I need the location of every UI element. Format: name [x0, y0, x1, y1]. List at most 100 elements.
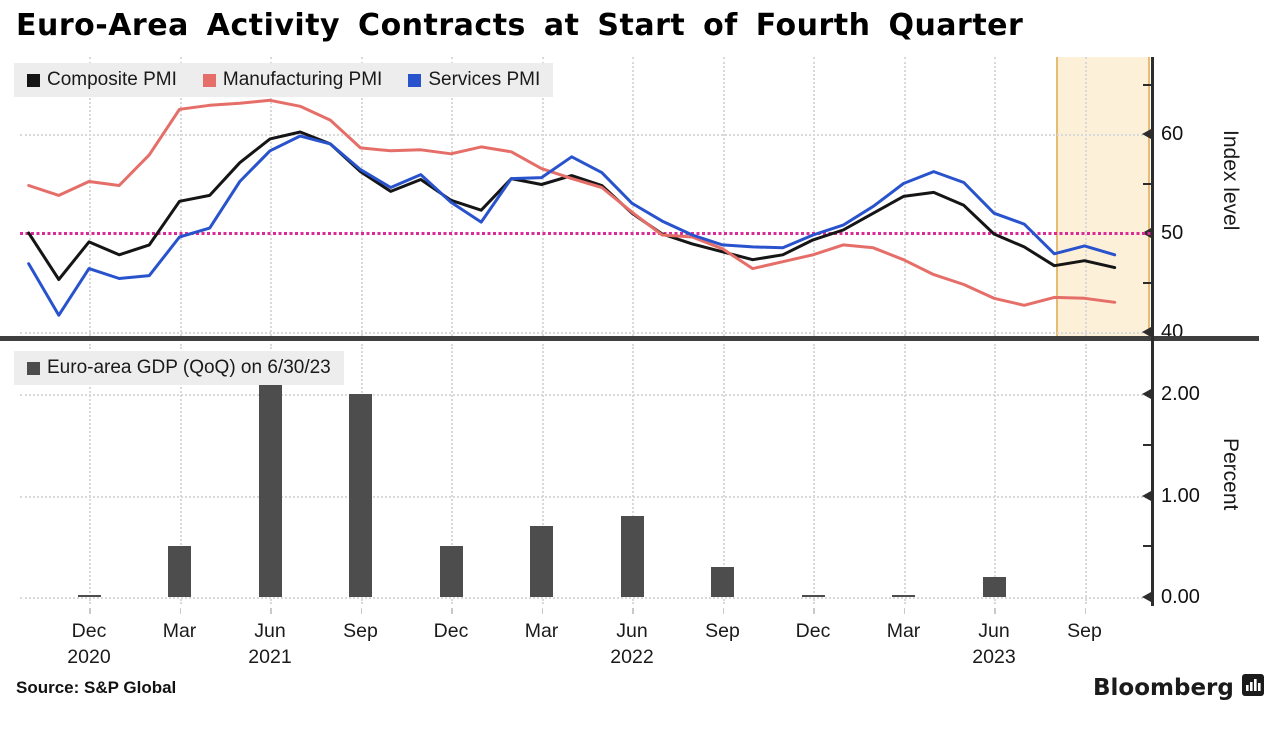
horizontal-gridline — [20, 134, 1151, 136]
panel-separator — [0, 336, 1259, 341]
y-tick-minor — [1143, 182, 1151, 185]
legend-item-composite: Composite PMI — [27, 69, 177, 91]
vertical-gridline — [903, 57, 906, 336]
vertical-gridline — [89, 57, 91, 336]
vertical-gridline — [632, 344, 634, 604]
x-axis-tick — [451, 608, 453, 614]
pmi-reference-line — [20, 232, 1151, 235]
gdp-bar-zero — [801, 594, 825, 597]
horizontal-gridline — [20, 394, 1151, 396]
y-tick-label: 0.00 — [1161, 586, 1200, 608]
gdp-legend: Euro-area GDP (QoQ) on 6/30/23 — [14, 351, 344, 385]
gdp-bar — [258, 383, 282, 597]
horizontal-gridline — [20, 597, 1151, 599]
x-month-label: Jun — [254, 620, 286, 642]
vertical-gridline — [813, 344, 815, 604]
x-axis-tick — [89, 608, 91, 614]
vertical-gridline — [632, 57, 634, 336]
x-month-label: Dec — [71, 620, 107, 642]
x-month-label: Sep — [1067, 620, 1102, 642]
horizontal-gridline — [20, 332, 1151, 334]
x-month-label: Jun — [978, 620, 1010, 642]
bloomberg-logo-icon — [1241, 674, 1264, 701]
gdp-bar — [349, 394, 372, 597]
x-year-label: 2020 — [67, 646, 111, 668]
x-axis-tick — [179, 608, 181, 614]
x-axis-tick — [541, 608, 543, 614]
legend-label: Composite PMI — [47, 69, 177, 90]
legend-item-manufacturing: Manufacturing PMI — [202, 69, 383, 91]
vertical-gridline — [994, 344, 996, 604]
vertical-gridline — [903, 344, 906, 604]
y-tick-minor — [1143, 545, 1151, 548]
y-tick-arrow — [1142, 389, 1151, 399]
x-year-label: 2021 — [248, 646, 292, 668]
bloomberg-brand: Bloomberg — [1093, 674, 1264, 701]
highlight-band — [1056, 57, 1150, 336]
x-axis-tick — [903, 608, 905, 614]
vertical-gridline — [179, 57, 182, 336]
vertical-gridline — [813, 57, 815, 336]
vertical-gridline — [360, 57, 363, 336]
x-axis-tick — [360, 608, 362, 614]
gdp-bar — [711, 566, 734, 597]
bloomberg-wordmark: Bloomberg — [1093, 674, 1234, 701]
manufacturing-swatch — [202, 73, 216, 87]
vertical-gridline — [541, 344, 544, 604]
pmi-legend: Composite PMI Manufacturing PMI Services… — [14, 63, 554, 97]
gdp-bar — [530, 525, 553, 597]
x-axis-tick — [813, 608, 815, 614]
gdp-bar — [168, 546, 191, 597]
legend-label: Manufacturing PMI — [222, 69, 383, 90]
x-month-label: Mar — [886, 620, 921, 642]
legend-item-services: Services PMI — [408, 69, 540, 91]
vertical-gridline — [722, 344, 725, 604]
x-month-label: Sep — [343, 620, 378, 642]
x-axis-tick — [270, 608, 272, 614]
services-swatch — [408, 73, 422, 87]
legend-label: Services PMI — [428, 69, 541, 90]
gdp-bar-zero — [892, 594, 915, 597]
vertical-gridline — [179, 344, 182, 604]
y-tick-arrow — [1142, 490, 1151, 501]
gdp-swatch — [27, 361, 40, 375]
vertical-gridline — [1084, 57, 1087, 336]
x-month-label: Sep — [705, 620, 740, 642]
horizontal-gridline — [20, 495, 1151, 498]
gdp-bar — [439, 546, 463, 597]
x-month-label: Mar — [162, 620, 197, 642]
vertical-gridline — [541, 57, 544, 336]
y-tick-label: 50 — [1161, 222, 1184, 244]
vertical-gridline — [270, 57, 272, 336]
legend-label: Euro-area GDP (QoQ) on 6/30/23 — [47, 357, 331, 378]
gdp-bar — [620, 515, 644, 597]
vertical-gridline — [451, 344, 453, 604]
x-axis-tick — [994, 608, 996, 614]
x-month-label: Dec — [433, 620, 469, 642]
x-axis-tick — [632, 608, 634, 614]
source-label: Source: S&P Global — [16, 678, 177, 697]
vertical-gridline — [1084, 344, 1087, 604]
y-tick-minor — [1143, 83, 1151, 86]
y-tick-minor — [1143, 443, 1151, 446]
y-tick-label: 1.00 — [1161, 484, 1200, 507]
index-level-axis-title: Index level — [1219, 130, 1242, 231]
right-axis-line — [1151, 57, 1154, 606]
y-tick-arrow — [1142, 327, 1151, 337]
vertical-gridline — [89, 344, 91, 604]
page-title: Euro-Area Activity Contracts at Start of… — [16, 8, 1024, 43]
gdp-bar — [982, 576, 1006, 597]
x-year-label: 2023 — [972, 646, 1016, 668]
legend-item-gdp: Euro-area GDP (QoQ) on 6/30/23 — [27, 357, 331, 379]
y-tick-arrow — [1142, 592, 1151, 602]
composite-swatch — [27, 73, 40, 87]
y-tick-minor — [1143, 281, 1151, 284]
x-axis-tick — [722, 608, 724, 614]
y-tick-label: 60 — [1161, 123, 1184, 145]
x-axis-tick — [1084, 608, 1086, 614]
y-tick-label: 2.00 — [1161, 383, 1200, 405]
vertical-gridline — [722, 57, 725, 336]
vertical-gridline — [994, 57, 996, 336]
percent-axis-title: Percent — [1219, 438, 1242, 511]
y-tick-label: 40 — [1161, 321, 1184, 343]
